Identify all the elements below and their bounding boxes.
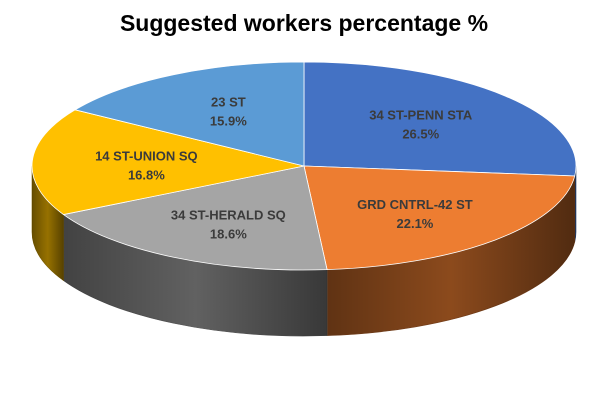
slice-label-category: 34 ST-HERALD SQ bbox=[171, 208, 286, 223]
pie-slice-14-st-union-sq bbox=[31, 109, 305, 215]
slice-label-value: 18.6% bbox=[210, 227, 247, 242]
slice-label-value: 22.1% bbox=[397, 216, 434, 231]
pie-slice-34-st-herald-sq bbox=[62, 165, 328, 271]
slice-label-category: 14 ST-UNION SQ bbox=[95, 148, 198, 163]
slice-label-category: GRD CNTRL-42 ST bbox=[357, 197, 473, 212]
pie-slice-34-st-penn-sta bbox=[303, 61, 577, 177]
slice-label-value: 16.8% bbox=[128, 167, 165, 182]
slice-label-value: 15.9% bbox=[210, 113, 247, 128]
pie-slice-23-st bbox=[74, 61, 305, 167]
slice-label-category: 23 ST bbox=[211, 94, 246, 109]
slice-label-value: 26.5% bbox=[402, 127, 439, 142]
pie-slice-grd-cntrl-42-st bbox=[303, 165, 576, 271]
chart-title: Suggested workers percentage % bbox=[119, 10, 489, 36]
slice-label-category: 34 ST-PENN STA bbox=[369, 108, 473, 123]
